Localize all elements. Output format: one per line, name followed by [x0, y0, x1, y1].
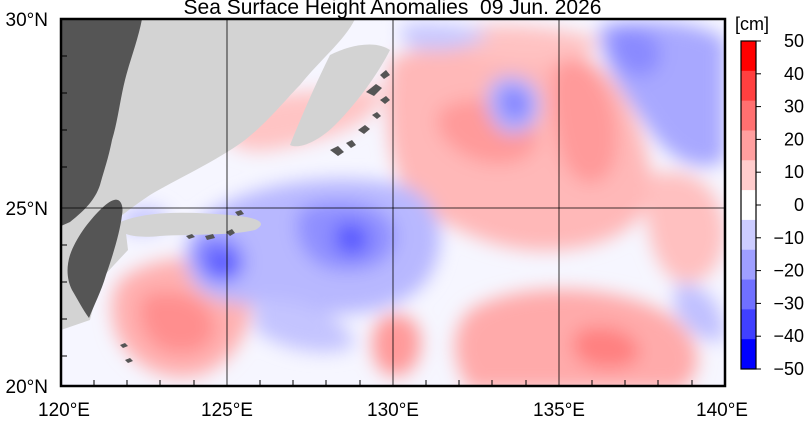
- colorbar-swatches: [741, 41, 756, 370]
- y-tick-label: 20°N: [6, 377, 48, 398]
- x-tick-label: 140°E: [696, 400, 748, 421]
- taiwan-island: [67, 199, 123, 318]
- positive-anomaly-region: [551, 55, 618, 184]
- colorbar-label: 40: [784, 64, 804, 84]
- colorbar-label: 50: [784, 31, 804, 51]
- positive-anomaly-region: [572, 326, 640, 369]
- negative-anomaly-region: [610, 28, 661, 76]
- colorbar: [cm] 50 40 30 20 10 0 −10 −20 −30 −40 −50: [735, 14, 804, 379]
- map-area: [61, 19, 725, 386]
- positive-anomaly-region: [460, 25, 600, 63]
- negative-anomaly-region: [400, 23, 490, 51]
- colorbar-swatch: [741, 309, 756, 340]
- colorbar-label: −40: [773, 326, 804, 346]
- negative-anomaly-region: [501, 88, 529, 119]
- colorbar-label: 10: [784, 162, 804, 182]
- colorbar-swatch: [741, 41, 756, 72]
- colorbar-label: −30: [773, 293, 804, 313]
- x-tick-label: 130°E: [367, 400, 419, 421]
- colorbar-swatch: [741, 219, 756, 251]
- colorbar-swatch: [741, 190, 756, 221]
- x-tick-label: 120°E: [38, 400, 90, 421]
- colorbar-label: 0: [794, 195, 804, 215]
- colorbar-label: 20: [784, 129, 804, 149]
- y-tick-label: 25°N: [6, 199, 48, 220]
- colorbar-swatch: [741, 160, 756, 191]
- colorbar-label: −50: [773, 359, 804, 379]
- colorbar-label: −10: [773, 228, 804, 248]
- map-title: Sea Surface Height Anomalies 09 Jun. 202…: [183, 0, 602, 19]
- negative-anomaly-region: [255, 299, 355, 353]
- land: [61, 19, 390, 363]
- colorbar-swatch: [741, 279, 756, 310]
- positive-anomaly-region: [139, 291, 215, 354]
- positive-anomaly-region: [372, 314, 421, 377]
- graticule: [61, 19, 725, 386]
- y-axis-labels: 30°N 25°N 20°N: [6, 10, 48, 398]
- colorbar-unit: [cm]: [735, 14, 769, 34]
- positive-anomaly-region: [646, 172, 725, 283]
- colorbar-label: −20: [773, 261, 804, 281]
- colorbar-swatch: [741, 70, 756, 102]
- map-frame: [59, 17, 727, 388]
- y-tick-label: 30°N: [6, 10, 48, 31]
- colorbar-swatch: [741, 100, 756, 131]
- colorbar-swatch: [741, 249, 756, 281]
- x-tick-label: 135°E: [533, 400, 585, 421]
- colorbar-labels: 50 40 30 20 10 0 −10 −20 −30 −40 −50: [756, 31, 804, 379]
- negative-anomaly-region: [334, 222, 369, 256]
- x-tick-label: 125°E: [201, 400, 253, 421]
- colorbar-swatch: [741, 130, 756, 161]
- negative-anomaly-region: [675, 284, 725, 341]
- china-mainland: [61, 19, 142, 226]
- frame-ticks: [61, 55, 693, 386]
- x-axis-labels: 120°E 125°E 130°E 135°E 140°E: [38, 400, 748, 421]
- colorbar-swatch: [741, 339, 756, 370]
- colorbar-label: 30: [784, 97, 804, 117]
